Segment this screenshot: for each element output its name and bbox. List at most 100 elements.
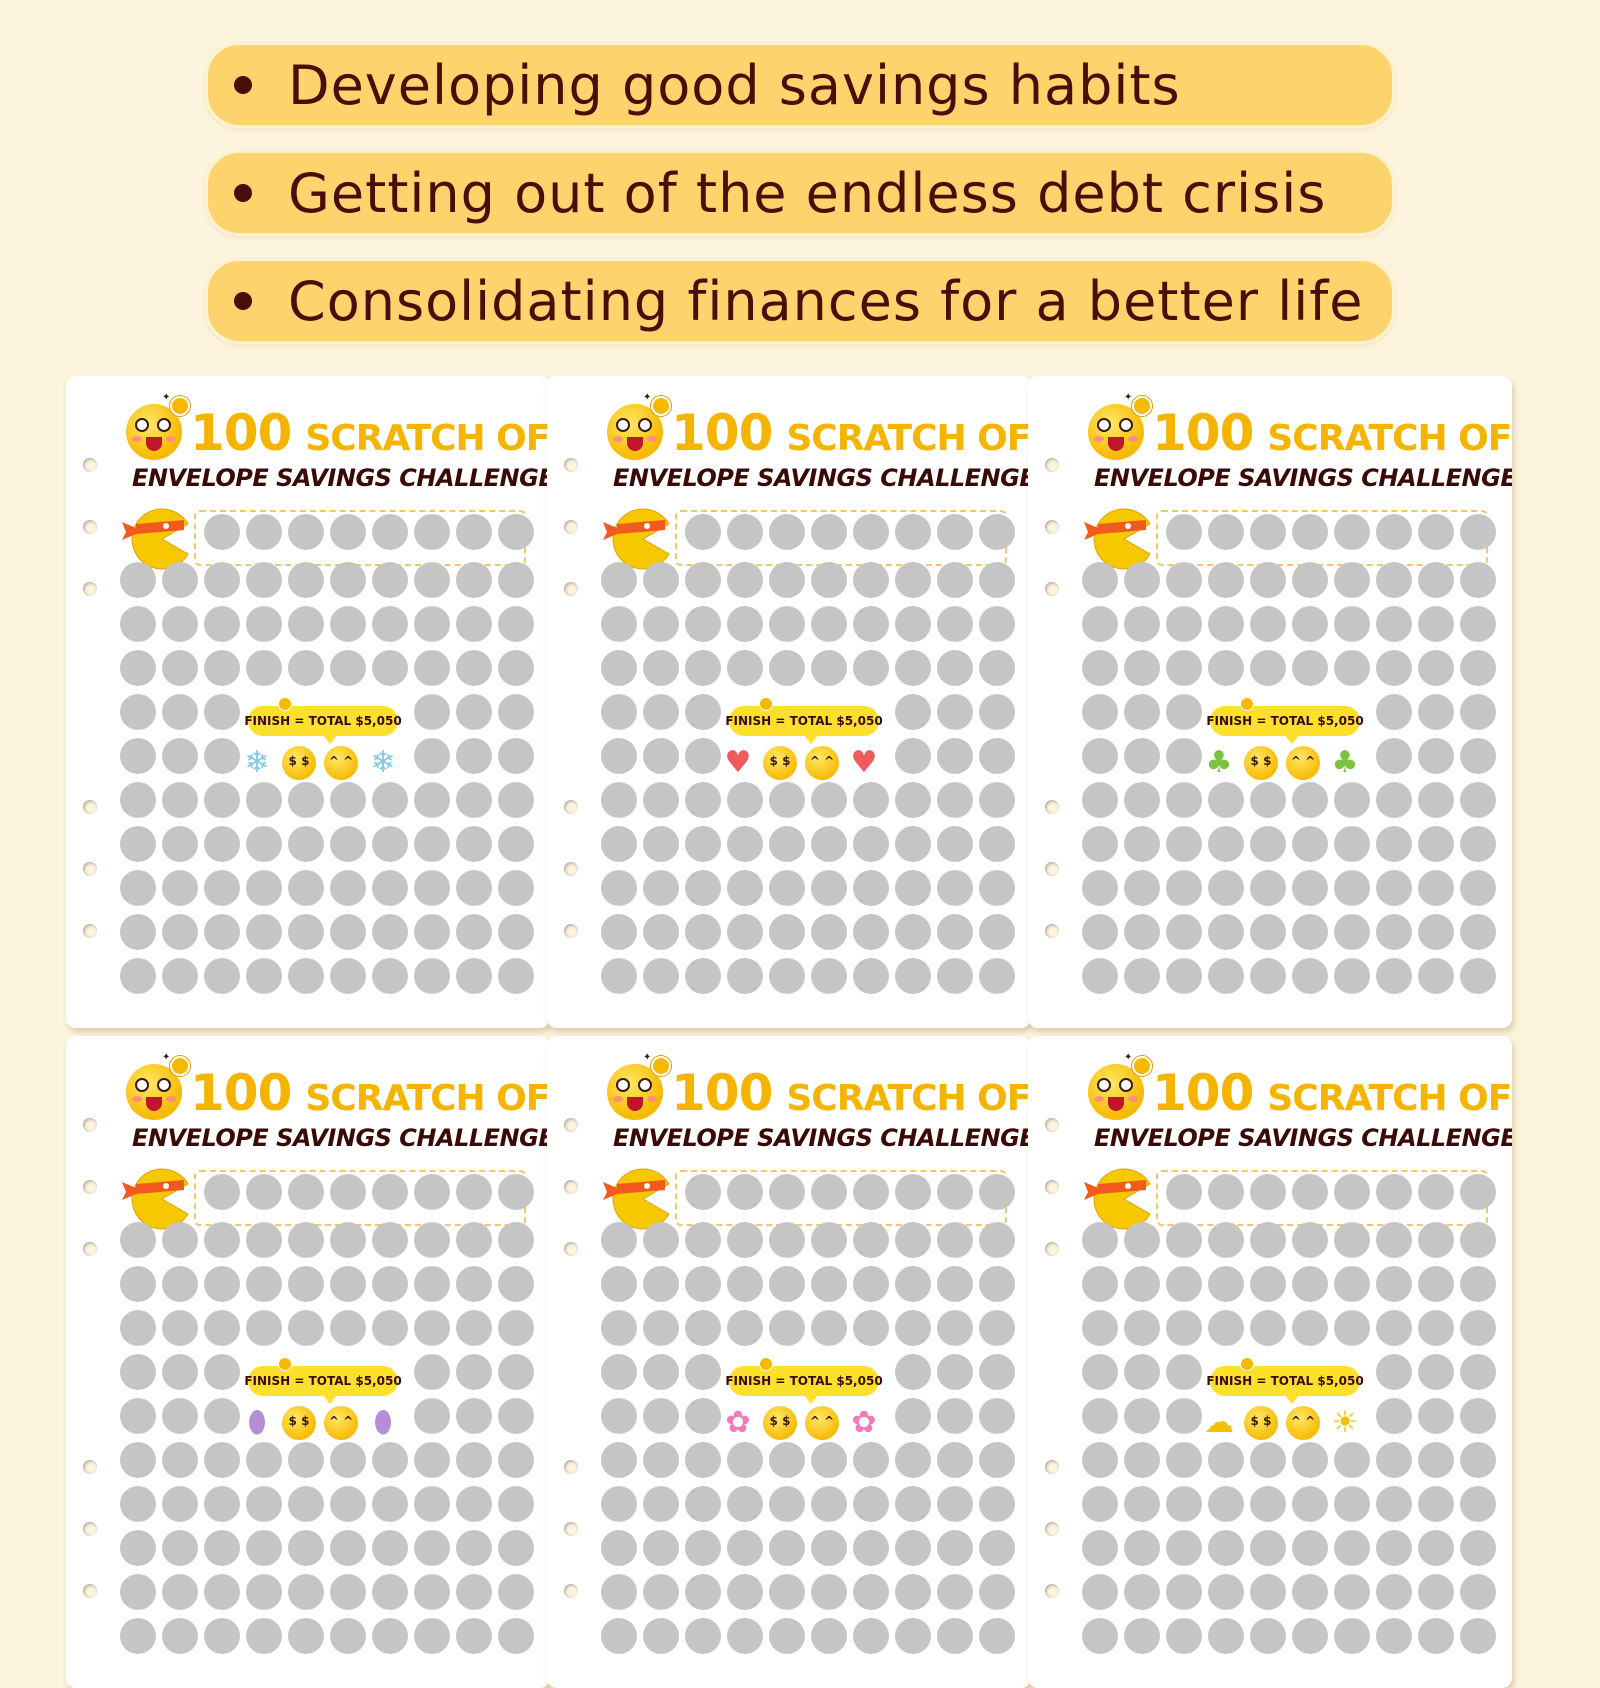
scratch-circle[interactable] — [1460, 1530, 1496, 1566]
scratch-circle[interactable] — [895, 870, 931, 906]
scratch-circle[interactable] — [1208, 1442, 1244, 1478]
scratch-circle[interactable] — [120, 1530, 156, 1566]
scratch-circle[interactable] — [330, 870, 366, 906]
scratch-circle[interactable] — [246, 782, 282, 818]
scratch-circle[interactable] — [1124, 650, 1160, 686]
scratch-circle[interactable] — [330, 1530, 366, 1566]
scratch-circle[interactable] — [769, 870, 805, 906]
scratch-circle[interactable] — [1124, 782, 1160, 818]
scratch-circle[interactable] — [727, 1266, 763, 1302]
scratch-circle[interactable] — [288, 1222, 324, 1258]
scratch-circle[interactable] — [372, 1530, 408, 1566]
scratch-circle[interactable] — [288, 650, 324, 686]
scratch-circle[interactable] — [498, 1354, 534, 1390]
scratch-circle[interactable] — [1460, 1354, 1496, 1390]
scratch-circle[interactable] — [372, 914, 408, 950]
scratch-circle[interactable] — [811, 1266, 847, 1302]
scratch-circle[interactable] — [456, 826, 492, 862]
scratch-circle[interactable] — [1250, 958, 1286, 994]
scratch-circle[interactable] — [937, 1618, 973, 1654]
scratch-circle[interactable] — [498, 1174, 534, 1210]
scratch-circle[interactable] — [895, 514, 931, 550]
scratch-circle[interactable] — [1166, 562, 1202, 598]
scratch-circle[interactable] — [1124, 1442, 1160, 1478]
scratch-circle[interactable] — [1334, 650, 1370, 686]
scratch-circle[interactable] — [372, 562, 408, 598]
scratch-circle[interactable] — [1418, 1354, 1454, 1390]
scratch-circle[interactable] — [1208, 650, 1244, 686]
scratch-circle[interactable] — [1376, 1618, 1412, 1654]
scratch-circle[interactable] — [937, 1354, 973, 1390]
scratch-circle[interactable] — [246, 870, 282, 906]
scratch-circle[interactable] — [643, 826, 679, 862]
scratch-circle[interactable] — [1166, 1222, 1202, 1258]
scratch-circle[interactable] — [1166, 606, 1202, 642]
scratch-circle[interactable] — [1250, 650, 1286, 686]
scratch-circle[interactable] — [1460, 1398, 1496, 1434]
scratch-circle[interactable] — [727, 562, 763, 598]
scratch-circle[interactable] — [643, 958, 679, 994]
scratch-circle[interactable] — [162, 1266, 198, 1302]
scratch-circle[interactable] — [643, 1442, 679, 1478]
scratch-circle[interactable] — [937, 1574, 973, 1610]
scratch-circle[interactable] — [414, 1486, 450, 1522]
scratch-circle[interactable] — [937, 1442, 973, 1478]
scratch-circle[interactable] — [769, 782, 805, 818]
scratch-circle[interactable] — [895, 562, 931, 598]
scratch-circle[interactable] — [685, 1398, 721, 1434]
scratch-circle[interactable] — [1376, 514, 1412, 550]
scratch-circle[interactable] — [246, 1310, 282, 1346]
scratch-circle[interactable] — [372, 606, 408, 642]
scratch-circle[interactable] — [727, 870, 763, 906]
scratch-circle[interactable] — [456, 1354, 492, 1390]
scratch-circle[interactable] — [1376, 606, 1412, 642]
scratch-circle[interactable] — [1460, 1174, 1496, 1210]
scratch-circle[interactable] — [727, 1486, 763, 1522]
scratch-circle[interactable] — [204, 782, 240, 818]
scratch-circle[interactable] — [979, 1574, 1015, 1610]
scratch-circle[interactable] — [414, 1442, 450, 1478]
scratch-circle[interactable] — [685, 1618, 721, 1654]
scratch-circle[interactable] — [1082, 738, 1118, 774]
scratch-circle[interactable] — [979, 914, 1015, 950]
scratch-circle[interactable] — [1124, 870, 1160, 906]
scratch-circle[interactable] — [601, 870, 637, 906]
scratch-circle[interactable] — [1292, 826, 1328, 862]
scratch-circle[interactable] — [414, 1354, 450, 1390]
scratch-circle[interactable] — [853, 958, 889, 994]
scratch-circle[interactable] — [120, 826, 156, 862]
scratch-circle[interactable] — [1124, 1530, 1160, 1566]
scratch-circle[interactable] — [1208, 1266, 1244, 1302]
scratch-circle[interactable] — [769, 514, 805, 550]
scratch-circle[interactable] — [204, 826, 240, 862]
scratch-circle[interactable] — [643, 1354, 679, 1390]
scratch-circle[interactable] — [372, 1618, 408, 1654]
scratch-circle[interactable] — [979, 1442, 1015, 1478]
scratch-circle[interactable] — [204, 694, 240, 730]
scratch-circle[interactable] — [498, 514, 534, 550]
scratch-circle[interactable] — [601, 1618, 637, 1654]
scratch-circle[interactable] — [120, 562, 156, 598]
scratch-circle[interactable] — [1250, 1486, 1286, 1522]
scratch-circle[interactable] — [685, 606, 721, 642]
scratch-circle[interactable] — [1376, 958, 1412, 994]
scratch-circle[interactable] — [643, 1574, 679, 1610]
scratch-circle[interactable] — [498, 1442, 534, 1478]
scratch-circle[interactable] — [1082, 826, 1118, 862]
scratch-circle[interactable] — [1082, 1398, 1118, 1434]
scratch-circle[interactable] — [456, 1266, 492, 1302]
scratch-circle[interactable] — [937, 1174, 973, 1210]
scratch-circle[interactable] — [979, 1398, 1015, 1434]
scratch-circle[interactable] — [1166, 1310, 1202, 1346]
scratch-circle[interactable] — [643, 650, 679, 686]
scratch-circle[interactable] — [601, 782, 637, 818]
scratch-circle[interactable] — [1208, 1310, 1244, 1346]
scratch-circle[interactable] — [937, 650, 973, 686]
scratch-circle[interactable] — [1250, 914, 1286, 950]
scratch-circle[interactable] — [162, 1486, 198, 1522]
scratch-circle[interactable] — [1334, 1222, 1370, 1258]
scratch-circle[interactable] — [769, 650, 805, 686]
scratch-circle[interactable] — [895, 1354, 931, 1390]
scratch-circle[interactable] — [1460, 606, 1496, 642]
scratch-circle[interactable] — [643, 1222, 679, 1258]
